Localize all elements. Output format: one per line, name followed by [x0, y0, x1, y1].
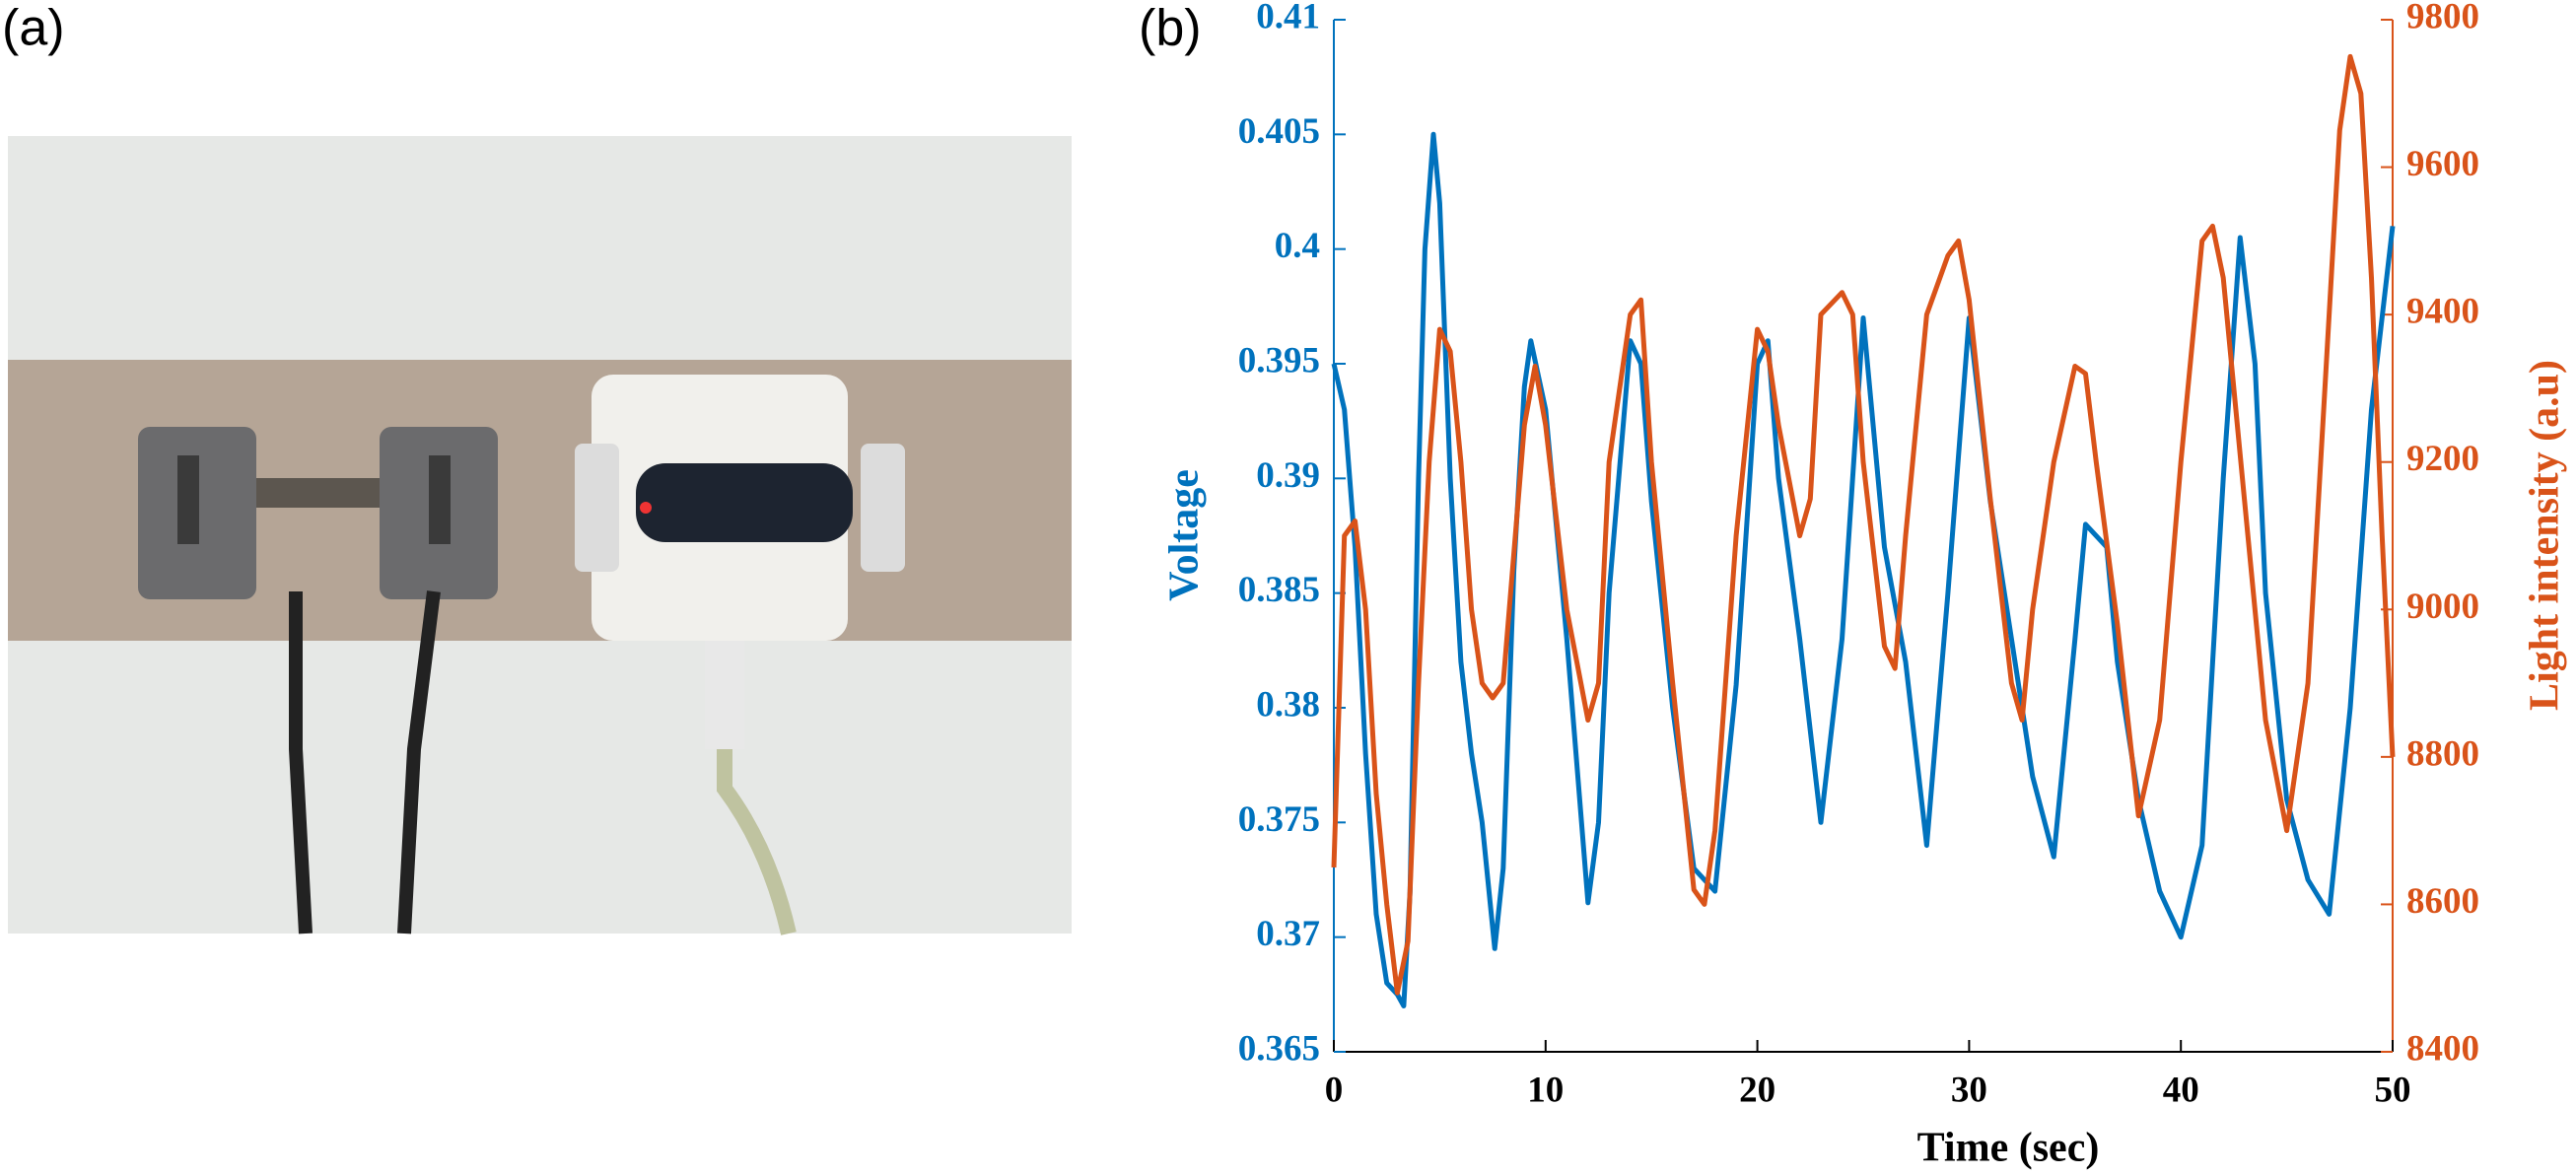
strap: [861, 444, 905, 572]
y-tick-label: 0.395: [1238, 340, 1320, 380]
y2-tick-label: 8800: [2406, 733, 2479, 774]
y-tick-label: 0.405: [1238, 111, 1320, 152]
wire: [397, 590, 441, 934]
tube: [717, 749, 797, 935]
y-tick-label: 0.38: [1256, 684, 1320, 725]
y-tick-label: 0.39: [1256, 455, 1320, 496]
x-tick-label: 20: [1739, 1070, 1775, 1110]
x-tick-label: 0: [1325, 1070, 1344, 1110]
y2-axis-label: Light intensity (a.u): [2523, 360, 2568, 711]
x-tick-label: 10: [1527, 1070, 1564, 1110]
panel-label: (b): [1139, 0, 1202, 57]
photo: [8, 136, 1072, 935]
y2-tick-label: 8600: [2406, 881, 2479, 922]
panel-label: (a): [2, 0, 65, 57]
y-tick-label: 0.385: [1238, 570, 1320, 610]
x-tick-label: 50: [2375, 1070, 2411, 1110]
strap: [575, 444, 619, 572]
y-axis-label: Voltage: [1162, 469, 1208, 601]
sensor-strip: [256, 478, 380, 508]
y-tick-label: 0.365: [1238, 1028, 1320, 1069]
y-tick-label: 0.375: [1238, 799, 1320, 840]
y-tick-label: 0.37: [1256, 914, 1320, 954]
y2-tick-label: 9400: [2406, 292, 2479, 332]
y-tick-label: 0.41: [1256, 0, 1320, 36]
y2-tick-label: 8400: [2406, 1028, 2479, 1069]
data-line: [1331, 53, 2396, 996]
slot: [429, 455, 451, 544]
slot: [177, 455, 199, 544]
data-line: [1331, 131, 2396, 1008]
y-tick-label: 0.4: [1275, 226, 1320, 266]
device-display: [636, 463, 853, 542]
x-tick-label: 30: [1951, 1070, 1987, 1110]
wire: [289, 591, 313, 934]
y2-tick-label: 9000: [2406, 587, 2479, 627]
x-axis-label: Time (sec): [1917, 1126, 2100, 1171]
y2-tick-label: 9600: [2406, 144, 2479, 184]
connector: [705, 641, 744, 749]
led: [640, 502, 652, 514]
y2-tick-label: 9200: [2406, 439, 2479, 479]
x-tick-label: 40: [2163, 1070, 2199, 1110]
y2-tick-label: 9800: [2406, 0, 2479, 36]
